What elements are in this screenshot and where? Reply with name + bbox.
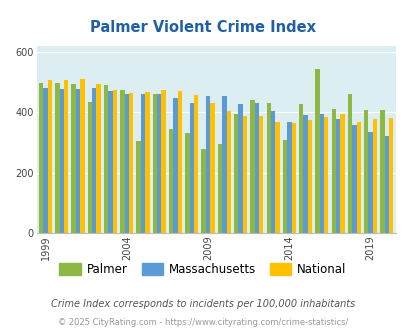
- Bar: [270, 111, 275, 233]
- Bar: [249, 100, 254, 233]
- Bar: [55, 83, 60, 233]
- Bar: [356, 122, 360, 233]
- Bar: [157, 94, 161, 233]
- Bar: [161, 90, 166, 233]
- Bar: [168, 129, 173, 233]
- Bar: [177, 91, 182, 233]
- Bar: [388, 118, 392, 233]
- Bar: [315, 69, 319, 233]
- Bar: [307, 120, 311, 233]
- Bar: [339, 114, 344, 233]
- Bar: [96, 84, 100, 233]
- Bar: [194, 95, 198, 233]
- Bar: [222, 96, 226, 233]
- Bar: [76, 89, 80, 233]
- Bar: [92, 88, 96, 233]
- Text: © 2025 CityRating.com - https://www.cityrating.com/crime-statistics/: © 2025 CityRating.com - https://www.city…: [58, 318, 347, 327]
- Bar: [87, 102, 92, 233]
- Bar: [266, 103, 270, 233]
- Bar: [275, 122, 279, 233]
- Bar: [129, 93, 133, 233]
- Bar: [226, 111, 230, 233]
- Bar: [201, 149, 205, 233]
- Bar: [298, 104, 303, 233]
- Text: Palmer Violent Crime Index: Palmer Violent Crime Index: [90, 20, 315, 35]
- Bar: [258, 116, 263, 233]
- Bar: [291, 122, 295, 233]
- Bar: [363, 110, 368, 233]
- Bar: [113, 90, 117, 233]
- Bar: [335, 119, 339, 233]
- Bar: [217, 144, 222, 233]
- Bar: [80, 79, 84, 233]
- Bar: [205, 96, 210, 233]
- Bar: [108, 91, 113, 233]
- Bar: [233, 114, 238, 233]
- Bar: [210, 103, 214, 233]
- Bar: [47, 80, 52, 233]
- Bar: [286, 122, 291, 233]
- Bar: [173, 98, 177, 233]
- Bar: [64, 80, 68, 233]
- Bar: [368, 132, 372, 233]
- Bar: [189, 103, 194, 233]
- Bar: [145, 92, 149, 233]
- Bar: [152, 94, 157, 233]
- Bar: [303, 115, 307, 233]
- Bar: [124, 94, 129, 233]
- Text: Crime Index corresponds to incidents per 100,000 inhabitants: Crime Index corresponds to incidents per…: [51, 299, 354, 309]
- Bar: [71, 84, 76, 233]
- Bar: [39, 83, 43, 233]
- Bar: [141, 94, 145, 233]
- Legend: Palmer, Massachusetts, National: Palmer, Massachusetts, National: [55, 258, 350, 281]
- Bar: [319, 115, 323, 233]
- Bar: [104, 85, 108, 233]
- Bar: [43, 88, 47, 233]
- Bar: [331, 109, 335, 233]
- Bar: [347, 94, 351, 233]
- Bar: [120, 90, 124, 233]
- Bar: [379, 110, 384, 233]
- Bar: [238, 104, 242, 233]
- Bar: [242, 116, 247, 233]
- Bar: [282, 140, 286, 233]
- Bar: [323, 116, 328, 233]
- Bar: [351, 125, 356, 233]
- Bar: [372, 119, 376, 233]
- Bar: [136, 141, 141, 233]
- Bar: [254, 103, 258, 233]
- Bar: [384, 136, 388, 233]
- Bar: [60, 89, 64, 233]
- Bar: [185, 133, 189, 233]
